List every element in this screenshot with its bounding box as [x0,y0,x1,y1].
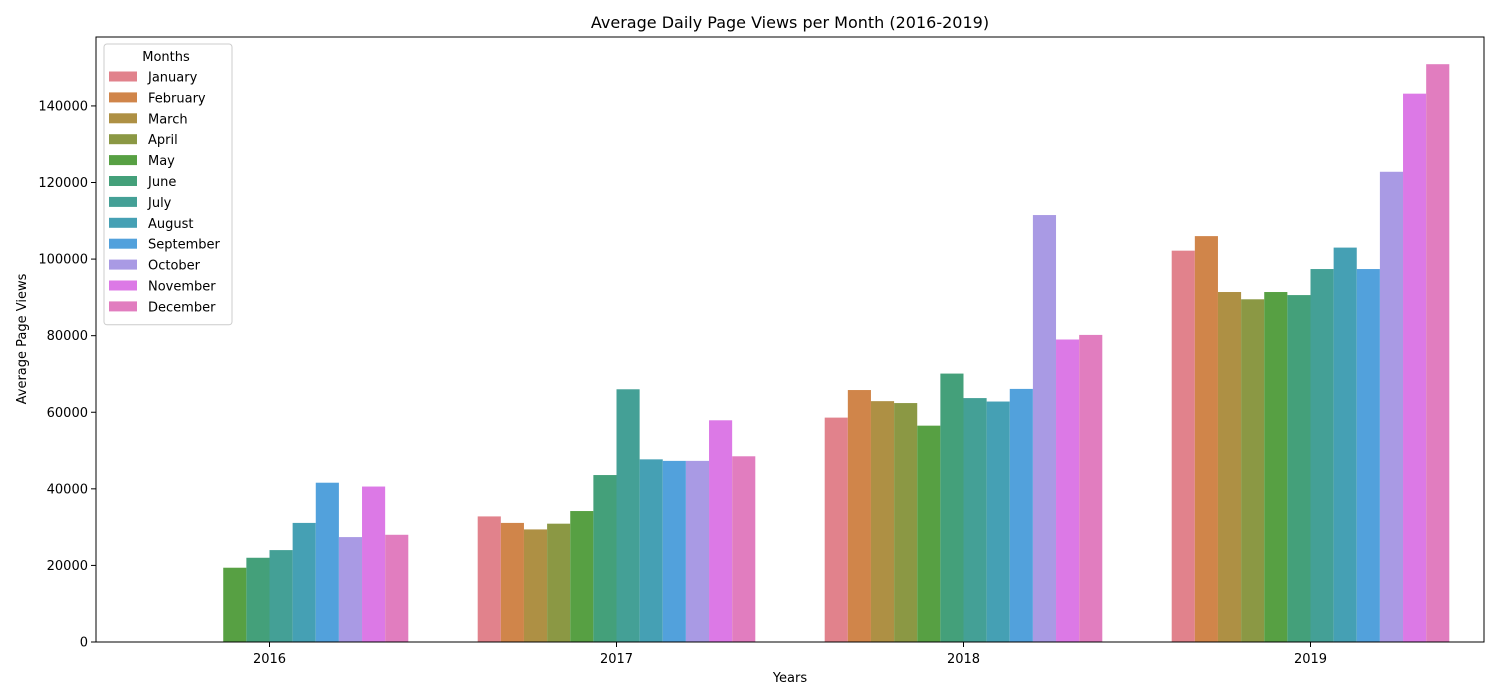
legend-swatch [109,113,137,124]
legend-label: February [148,91,206,106]
bar [570,511,594,642]
x-tick-label: 2018 [947,652,980,667]
bar [223,567,247,642]
legend-label: December [148,300,216,315]
legend-swatch [109,196,137,207]
bar [1333,247,1357,642]
bar [1379,171,1404,642]
legend-swatch [109,259,137,270]
legend-label: August [148,217,194,232]
y-axis-label: Average Page Views [15,273,30,404]
y-tick-label: 100000 [38,253,88,268]
legend-swatch [109,92,137,103]
legend-label: September [148,238,221,253]
bar [847,390,871,642]
bars-layer [223,64,1450,643]
legend-title: Months [142,50,190,65]
bar [894,403,918,642]
bar [500,522,524,642]
y-tick-label: 80000 [47,329,88,344]
bar [338,537,363,642]
bar [1056,339,1080,642]
y-tick-label: 0 [80,636,88,651]
plot-frame [95,36,1485,643]
legend-label: January [147,71,198,86]
bar [917,425,941,642]
legend: Months January February March April May June Ju… [103,43,233,326]
bar [685,460,710,642]
legend-swatch [109,280,137,291]
legend-swatch [109,301,137,312]
chart-title: Average Daily Page Views per Month (2016… [591,13,989,32]
bar [1356,269,1380,642]
legend-swatch [109,217,137,228]
bar [940,373,964,642]
y-tick-label: 120000 [38,176,88,191]
bar [315,482,339,642]
legend-label: November [148,280,216,295]
bar [1171,250,1195,642]
bar [477,516,501,642]
legend-swatch [109,71,137,82]
y-tick-label: 40000 [47,482,88,497]
x-axis-label: Years [772,671,808,686]
legend-label: April [148,133,178,148]
bar [385,534,409,642]
bar [1264,292,1288,642]
bar [1287,295,1311,642]
bar [824,417,848,642]
bar [547,523,571,642]
bar [870,401,895,642]
bar [639,459,663,642]
bar [269,550,293,642]
bar [362,486,386,642]
bar [523,529,548,642]
legend-label: October [148,259,201,274]
legend-swatch [109,238,137,249]
bar [1310,269,1334,642]
bar [1009,388,1033,642]
bar [1217,292,1242,642]
x-tick-label: 2019 [1294,652,1327,667]
legend-swatch [109,155,137,166]
legend-label: May [148,154,175,169]
bar [662,460,686,642]
y-tick-label: 60000 [47,406,88,421]
bar [292,522,316,642]
bar [1032,215,1057,643]
bar [1241,299,1265,642]
bar [986,401,1010,642]
bar [1426,64,1450,642]
bar [593,475,617,642]
legend-label: June [147,175,176,190]
legend-swatch [109,134,137,145]
bar [246,557,270,642]
bar [709,420,733,642]
bar [1079,334,1103,642]
legend-label: March [148,112,188,127]
bar [732,456,756,642]
x-tick-label: 2016 [253,652,286,667]
y-tick-label: 140000 [38,99,88,114]
bar [963,398,987,642]
legend-label: July [147,196,172,211]
legend-swatch [109,176,137,186]
bar [616,389,640,642]
bar [1194,236,1218,643]
bar [1403,93,1427,643]
x-tick-label: 2017 [600,652,633,667]
y-tick-label: 20000 [47,559,88,574]
axes-layer: 0 20000 40000 60000 80000 100000 120000 140000 2… [38,36,1485,667]
